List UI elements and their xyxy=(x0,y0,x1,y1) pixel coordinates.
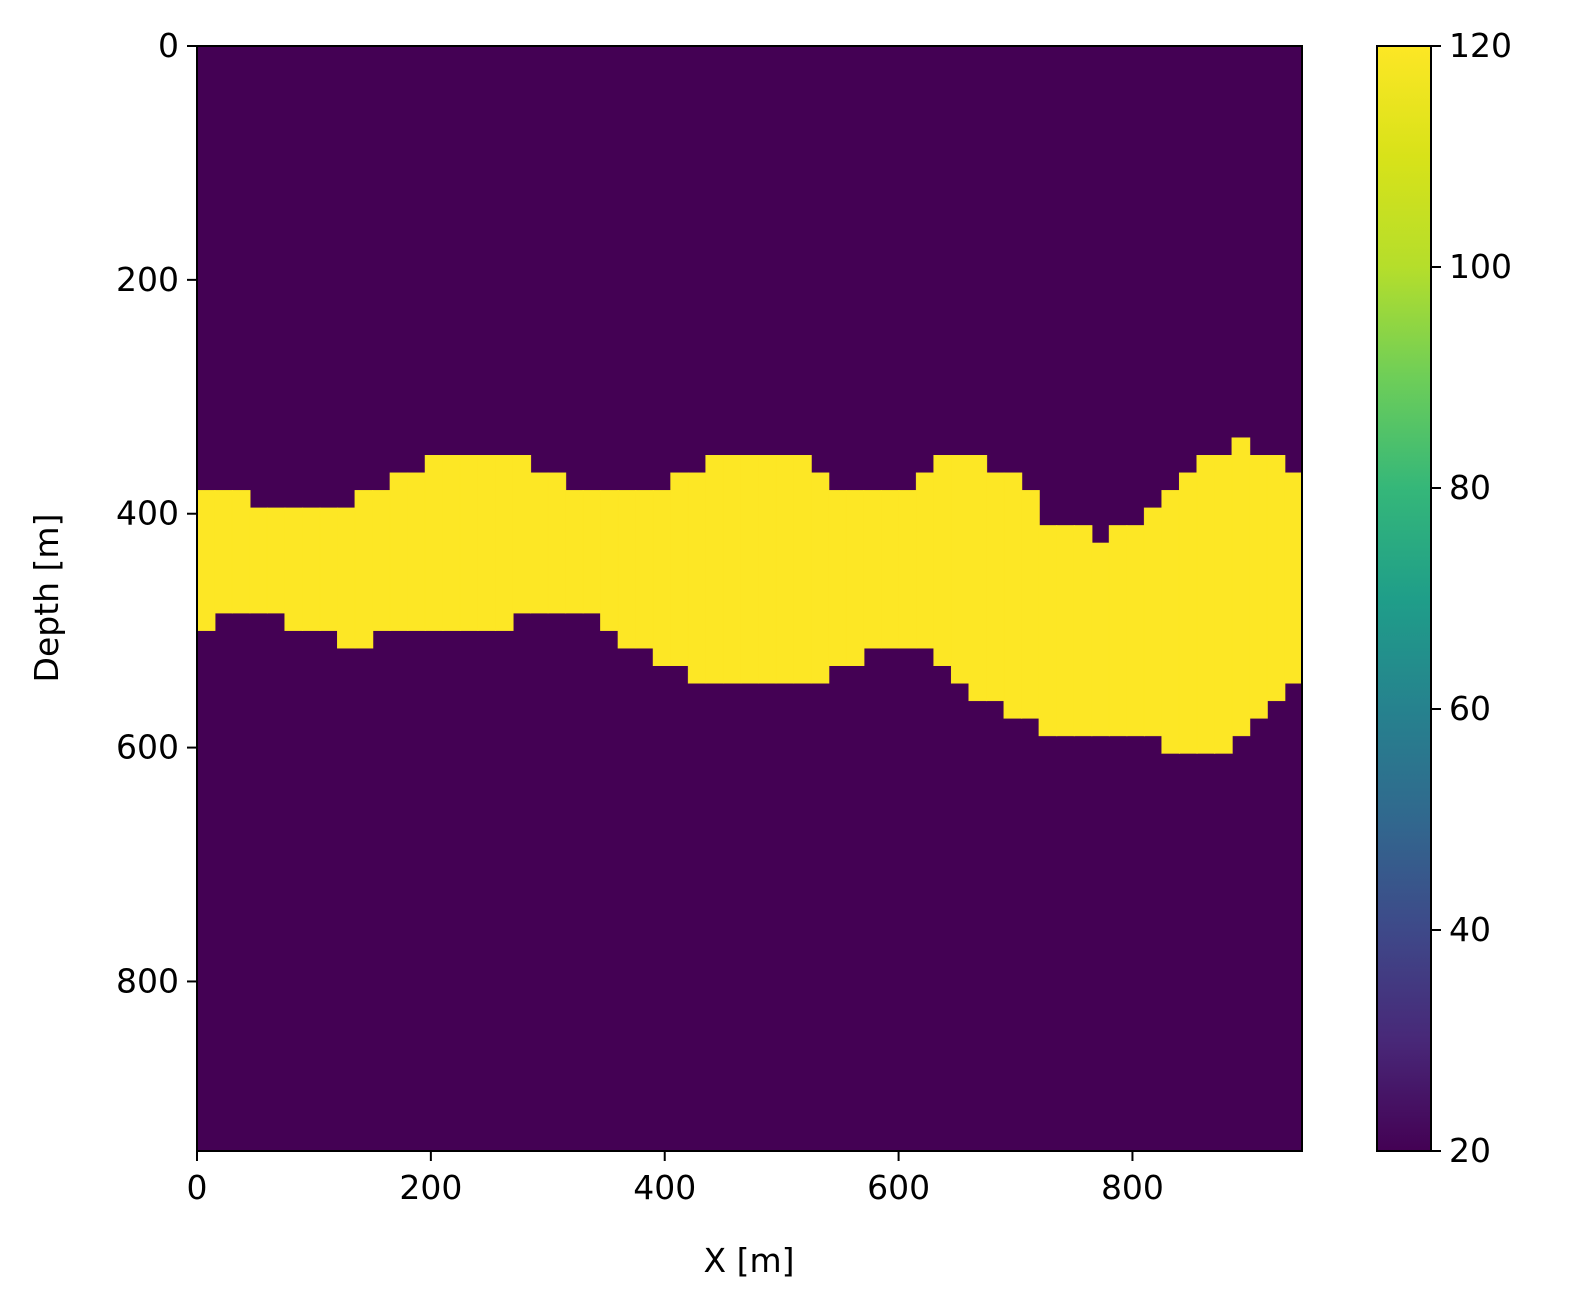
x-tick-label: 600 xyxy=(867,1168,930,1207)
layer-cell xyxy=(915,472,935,649)
y-tick-label: 800 xyxy=(116,961,179,1000)
layer-cell xyxy=(389,472,409,631)
x-tick-label: 0 xyxy=(187,1168,208,1207)
layer-cell xyxy=(582,490,602,614)
layer-cell xyxy=(1284,472,1302,684)
layer-cell xyxy=(793,455,812,684)
layer-cell xyxy=(775,455,795,684)
layer-cell xyxy=(863,490,882,649)
layer-cell xyxy=(1091,542,1110,737)
x-axis-label: X [m] xyxy=(704,1241,795,1280)
layer-cell xyxy=(1196,455,1216,754)
layer-cell xyxy=(424,455,444,631)
layer-cell xyxy=(845,490,865,666)
layer-cell xyxy=(722,455,742,684)
layer-cell xyxy=(617,490,637,649)
layer-cell xyxy=(214,490,233,614)
colorbar-tick-label: 80 xyxy=(1449,468,1491,507)
layer-cell xyxy=(547,472,567,614)
colorbar-tick-label: 60 xyxy=(1449,689,1491,728)
y-axis-ticks: 0 200 400 600 800 xyxy=(116,26,197,1000)
layer-cell xyxy=(635,490,654,649)
layer-cell xyxy=(301,507,321,631)
y-tick-label: 600 xyxy=(116,728,179,767)
layer-cell xyxy=(652,490,672,666)
x-tick-label: 200 xyxy=(399,1168,462,1207)
colorbar-tick-label: 100 xyxy=(1449,247,1512,286)
y-tick-label: 400 xyxy=(116,494,179,533)
x-tick-label: 400 xyxy=(633,1168,696,1207)
layer-cell xyxy=(284,507,304,631)
layer-cell xyxy=(1249,455,1268,719)
layer-cell xyxy=(1003,472,1023,719)
y-tick-label: 200 xyxy=(116,260,179,299)
layer-cell xyxy=(512,455,532,614)
layer-cell xyxy=(810,472,830,684)
colorbar-ticks: 20 40 60 80 100 120 xyxy=(1431,26,1512,1170)
layer-cell xyxy=(950,455,970,684)
layer-cell xyxy=(197,490,216,631)
layer-cell xyxy=(758,455,777,684)
layer-cell xyxy=(565,490,584,614)
layer-cell xyxy=(1126,525,1145,737)
layer-cell xyxy=(372,490,391,631)
layer-cell xyxy=(1073,525,1093,737)
y-axis-label: Depth [m] xyxy=(27,514,66,683)
layer-cell xyxy=(337,507,356,649)
layer-cell xyxy=(249,507,269,614)
layer-cell xyxy=(1056,525,1075,737)
layer-cell xyxy=(705,455,725,684)
x-tick-label: 800 xyxy=(1101,1168,1164,1207)
layer-cell xyxy=(828,490,847,666)
layer-cell xyxy=(687,472,707,684)
colorbar-tick-label: 120 xyxy=(1449,26,1512,65)
layer-cell xyxy=(407,472,426,631)
layer-cell xyxy=(477,455,497,631)
layer-cell xyxy=(898,490,917,649)
layer-cell xyxy=(968,455,988,702)
plot-frame xyxy=(196,45,1303,1152)
heatmap-plot xyxy=(196,45,1303,1152)
layer-cell xyxy=(1178,472,1198,754)
layer-cell xyxy=(600,490,619,631)
layer-cell xyxy=(231,490,251,614)
layer-cell xyxy=(1038,525,1058,737)
layer-cell xyxy=(1231,437,1251,737)
layer-cell xyxy=(1266,455,1286,702)
layer-cell xyxy=(354,490,374,649)
layer-cell xyxy=(1021,490,1040,719)
colorbar-gradient xyxy=(1376,45,1432,1152)
layer-cell xyxy=(880,490,900,649)
colorbar: 20 40 60 80 100 120 xyxy=(1376,26,1512,1170)
layer-cell xyxy=(442,455,461,631)
layer-cell xyxy=(740,455,760,684)
layer-cell xyxy=(494,455,514,631)
colorbar-tick-label: 40 xyxy=(1449,910,1491,949)
layer-cell xyxy=(986,472,1005,702)
colorbar-tick-label: 20 xyxy=(1449,1131,1491,1170)
layer-cell xyxy=(459,455,479,631)
layer-cell xyxy=(319,507,339,631)
layer-cell xyxy=(670,472,689,666)
layer-cell xyxy=(933,455,953,666)
layer-cell xyxy=(1161,490,1181,754)
layer-cell xyxy=(530,472,549,614)
high-value-layer xyxy=(197,437,1302,754)
layer-cell xyxy=(266,507,286,614)
x-axis-ticks: 0 200 400 600 800 xyxy=(187,1151,1164,1207)
layer-cell xyxy=(1143,507,1163,737)
y-tick-label: 0 xyxy=(158,26,179,65)
layer-cell xyxy=(1108,525,1128,737)
layer-cell xyxy=(1214,455,1233,754)
